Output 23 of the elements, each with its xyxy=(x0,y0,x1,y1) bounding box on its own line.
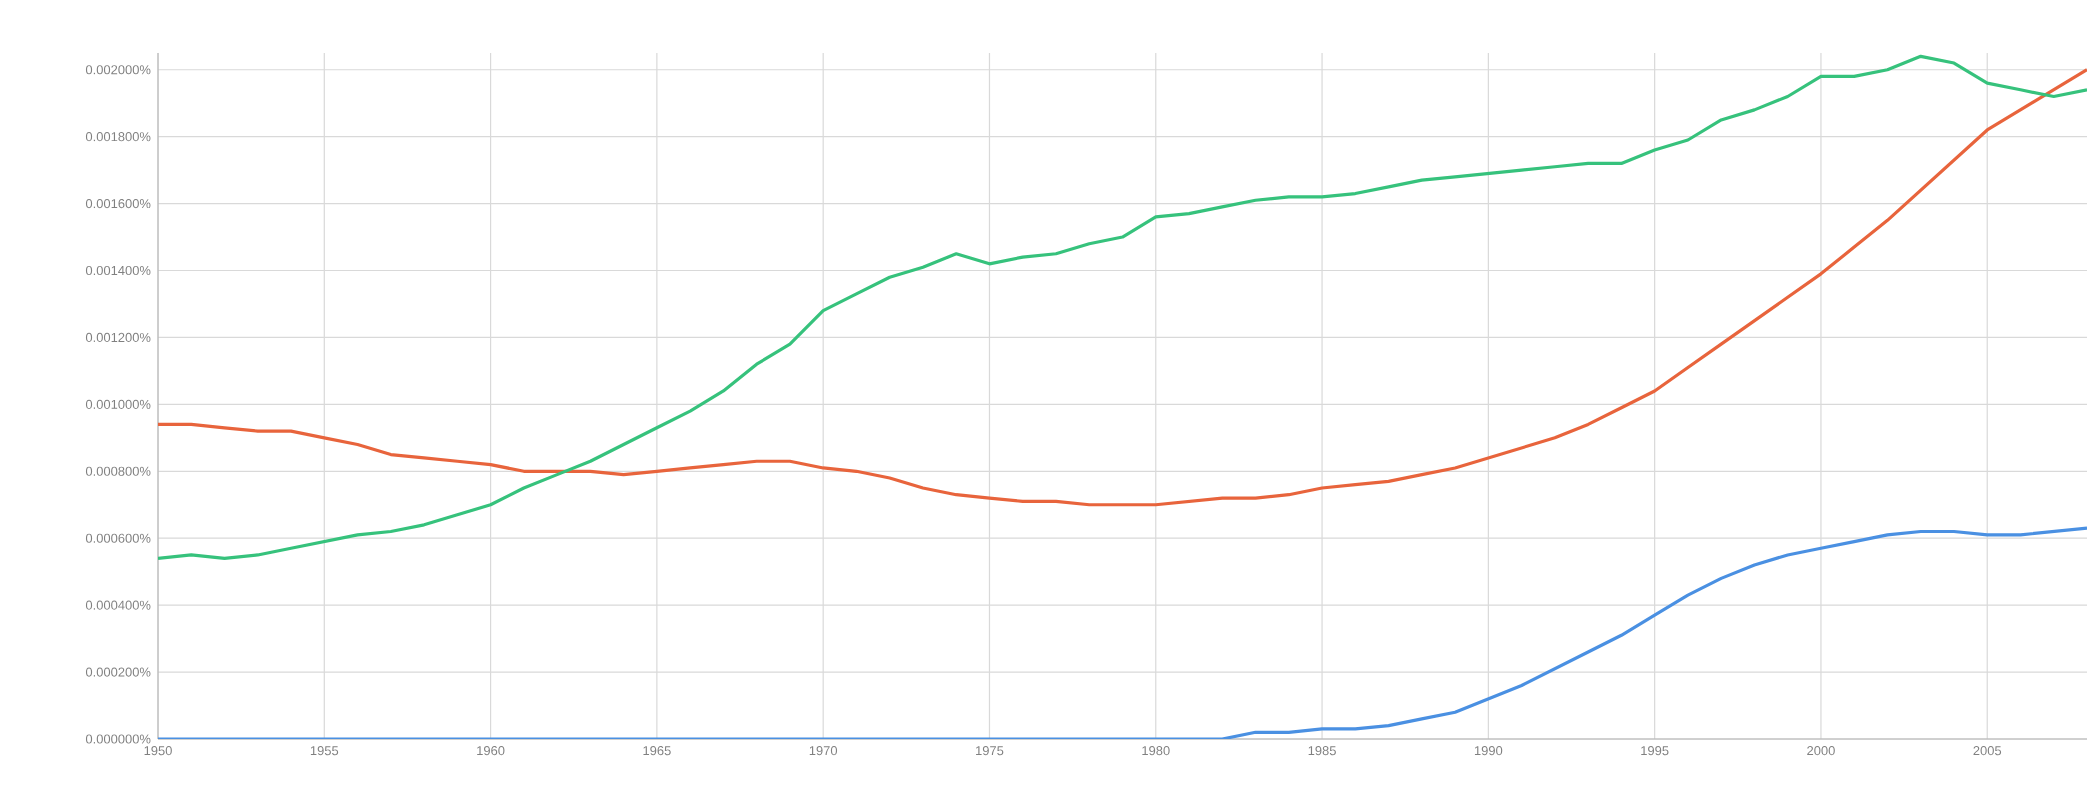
x-tick-label: 1965 xyxy=(643,746,671,756)
x-tick-label: 1990 xyxy=(1474,746,1503,756)
y-tick-label: 0.001800% xyxy=(85,132,151,142)
x-tick-label: 1985 xyxy=(1308,746,1336,756)
x-tick-label: 1960 xyxy=(477,746,505,756)
y-tick-label: 0.000000% xyxy=(85,734,151,744)
y-tick-label: 0.001200% xyxy=(85,332,151,343)
x-tick-label: 1995 xyxy=(1641,746,1669,756)
x-tick-label: 1955 xyxy=(310,746,339,756)
x-tick-label: 1950 xyxy=(144,746,172,756)
y-tick-label: 0.002000% xyxy=(85,65,151,75)
y-tick-label: 0.000600% xyxy=(85,533,151,543)
y-tick-label: 0.000400% xyxy=(85,600,151,610)
x-tick-label: 2005 xyxy=(1973,746,2002,756)
y-tick-label: 0.001400% xyxy=(85,265,151,276)
x-tick-label: 1970 xyxy=(809,746,838,756)
y-tick-label: 0.000200% xyxy=(85,667,151,677)
y-tick-label: 0.001600% xyxy=(85,199,151,209)
x-tick-label: 2000 xyxy=(1807,746,1835,756)
y-tick-label: 0.000800% xyxy=(85,466,151,476)
x-tick-label: 1975 xyxy=(976,746,1004,756)
y-tick-label: 0.001000% xyxy=(85,399,151,409)
x-tick-label: 1980 xyxy=(1142,746,1170,756)
